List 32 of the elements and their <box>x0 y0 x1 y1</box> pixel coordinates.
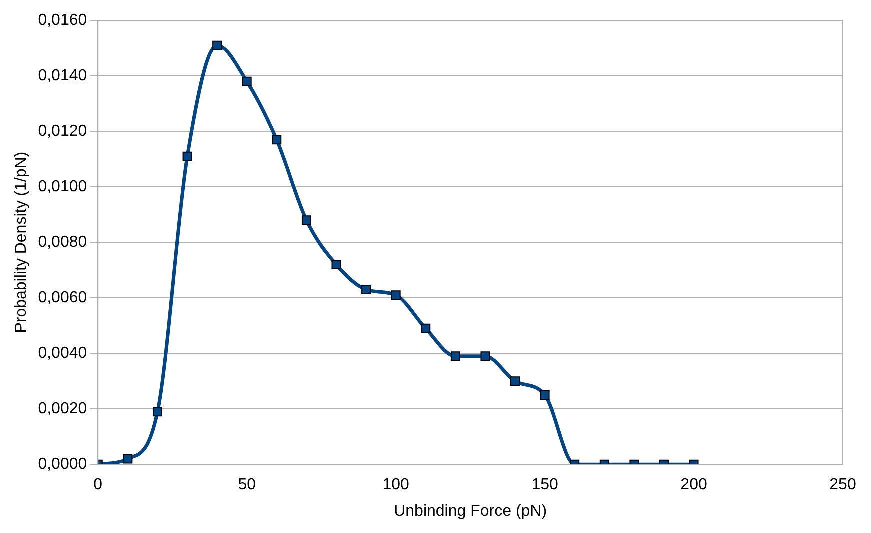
x-tick-label: 0 <box>94 476 103 494</box>
y-tick-label: 0,0040 <box>38 345 88 362</box>
point <box>242 76 252 86</box>
x-tick-label: 100 <box>382 476 410 494</box>
y-tick-label: 0,0020 <box>38 400 88 418</box>
point <box>302 216 312 226</box>
point <box>510 376 520 386</box>
point <box>212 40 222 50</box>
y-tick-label: 0,0120 <box>38 123 88 140</box>
x-tick-label: 200 <box>680 476 708 494</box>
x-tick-label: 50 <box>238 476 256 494</box>
point <box>123 454 133 464</box>
point <box>540 390 550 400</box>
y-tick-label: 0,0060 <box>38 290 88 307</box>
y-tick-label: 0,0100 <box>38 178 88 196</box>
x-axis-title: Unbinding Force (pN) <box>394 502 548 520</box>
x-tick-label: 150 <box>532 476 558 494</box>
x-tick-label: 250 <box>830 476 856 494</box>
y-tick-label: 0,0160 <box>38 12 88 30</box>
y-tick-label: 0,0140 <box>38 68 88 85</box>
y-tick-label: 0,0000 <box>38 456 88 474</box>
point <box>272 135 282 145</box>
point <box>421 324 431 334</box>
y-tick-label: 0,0080 <box>38 234 88 252</box>
point <box>480 352 490 362</box>
point <box>332 260 342 270</box>
point <box>362 285 372 295</box>
y-axis-title: Probability Density (1/pN) <box>13 152 30 334</box>
point <box>450 352 460 362</box>
point <box>182 152 192 162</box>
point <box>152 407 162 417</box>
point <box>391 290 401 300</box>
